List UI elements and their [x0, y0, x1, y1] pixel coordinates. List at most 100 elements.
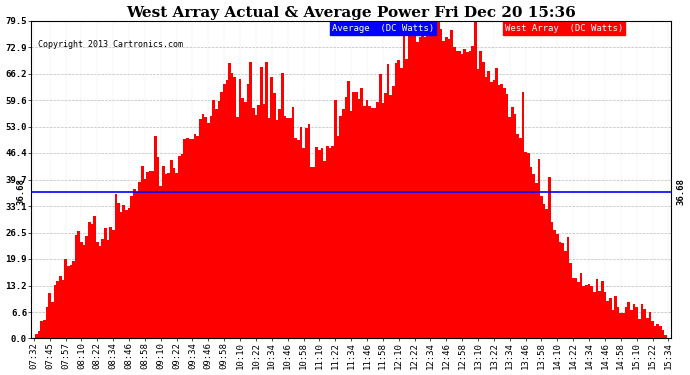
Bar	[551, 222, 553, 338]
Bar	[144, 178, 146, 338]
Bar	[146, 172, 149, 338]
Bar	[455, 51, 458, 338]
Bar	[244, 102, 247, 338]
Bar	[210, 117, 213, 338]
Bar	[376, 102, 379, 338]
Bar	[548, 177, 551, 338]
Bar	[405, 59, 408, 338]
Bar	[188, 139, 191, 338]
Bar	[194, 134, 197, 338]
Bar	[286, 118, 289, 338]
Bar	[487, 70, 490, 338]
Bar	[400, 68, 403, 338]
Bar	[395, 63, 397, 338]
Bar	[159, 186, 162, 338]
Bar	[495, 68, 498, 338]
Bar	[408, 21, 411, 338]
Bar	[622, 314, 624, 338]
Bar	[633, 304, 635, 338]
Bar	[416, 42, 419, 338]
Bar	[656, 324, 659, 338]
Bar	[614, 296, 617, 338]
Bar	[115, 194, 117, 338]
Bar	[308, 123, 310, 338]
Bar	[70, 265, 72, 338]
Bar	[80, 242, 83, 338]
Bar	[566, 237, 569, 338]
Bar	[411, 24, 413, 338]
Bar	[257, 105, 260, 338]
Bar	[500, 84, 503, 338]
Bar	[337, 136, 339, 338]
Bar	[366, 100, 368, 338]
Bar	[426, 21, 429, 338]
Bar	[299, 127, 302, 338]
Bar	[120, 212, 122, 338]
Bar	[442, 40, 445, 338]
Bar	[99, 246, 101, 338]
Bar	[236, 117, 239, 338]
Bar	[469, 51, 471, 338]
Bar	[305, 128, 308, 338]
Bar	[646, 318, 649, 338]
Bar	[75, 235, 77, 338]
Bar	[543, 204, 545, 338]
Text: Average  (DC Watts): Average (DC Watts)	[332, 24, 434, 33]
Bar	[448, 39, 451, 338]
Bar	[342, 109, 344, 338]
Bar	[96, 243, 99, 338]
Bar	[480, 51, 482, 338]
Bar	[46, 307, 48, 338]
Bar	[133, 189, 136, 338]
Bar	[328, 148, 331, 338]
Bar	[59, 276, 61, 338]
Bar	[318, 150, 321, 338]
Bar	[440, 28, 442, 338]
Bar	[493, 80, 495, 338]
Bar	[199, 119, 201, 338]
Bar	[48, 293, 51, 338]
Bar	[635, 307, 638, 338]
Bar	[331, 146, 334, 338]
Bar	[109, 226, 112, 338]
Bar	[347, 81, 350, 338]
Bar	[397, 60, 400, 338]
Bar	[83, 245, 86, 338]
Bar	[553, 230, 556, 338]
Bar	[154, 136, 157, 338]
Bar	[382, 103, 384, 338]
Bar	[453, 47, 455, 338]
Bar	[588, 284, 591, 338]
Bar	[149, 171, 152, 338]
Bar	[569, 263, 572, 338]
Bar	[215, 109, 217, 338]
Bar	[403, 21, 405, 338]
Bar	[279, 109, 281, 338]
Bar	[64, 259, 67, 338]
Bar	[168, 173, 170, 338]
Bar	[363, 106, 366, 338]
Bar	[41, 321, 43, 338]
Text: West Array  (DC Watts): West Array (DC Watts)	[504, 24, 623, 33]
Bar	[88, 222, 90, 338]
Bar	[355, 92, 357, 338]
Bar	[321, 148, 324, 338]
Bar	[435, 22, 437, 338]
Bar	[184, 139, 186, 338]
Bar	[128, 209, 130, 338]
Bar	[664, 335, 667, 338]
Bar	[424, 37, 426, 338]
Bar	[197, 136, 199, 338]
Bar	[524, 152, 527, 338]
Bar	[51, 302, 54, 338]
Bar	[471, 46, 474, 338]
Bar	[538, 159, 540, 338]
Bar	[86, 236, 88, 338]
Bar	[281, 73, 284, 338]
Bar	[112, 230, 115, 338]
Bar	[451, 30, 453, 338]
Bar	[461, 54, 464, 338]
Bar	[54, 285, 57, 338]
Bar	[93, 216, 96, 338]
Bar	[490, 82, 493, 338]
